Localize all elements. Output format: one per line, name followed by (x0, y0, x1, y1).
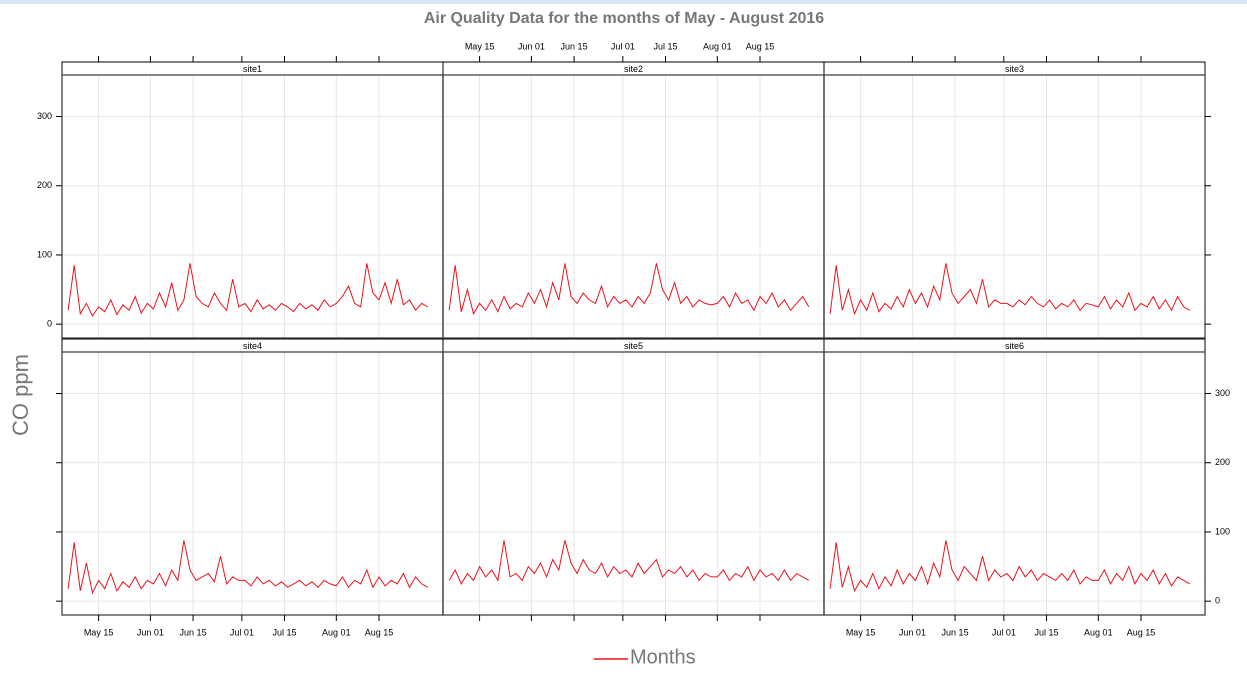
x-tick-label: Jun 15 (942, 627, 969, 637)
x-axis-label: Months (630, 646, 696, 668)
x-tick-label: Aug 01 (1084, 627, 1113, 637)
top-border (0, 0, 1247, 4)
x-tick-label: Jul 01 (230, 627, 254, 637)
x-tick-label: May 15 (465, 41, 495, 51)
x-tick-label: Jul 01 (611, 41, 635, 51)
panel-frame (823, 74, 1206, 339)
y-axis-label: CO ppm (8, 354, 33, 436)
data-line (829, 263, 1191, 316)
x-tick-label: May 15 (84, 627, 114, 637)
strip-label: site6 (1005, 341, 1024, 351)
data-line (448, 263, 810, 316)
panel-frame (61, 74, 444, 339)
x-tick-label: Jun 01 (899, 627, 926, 637)
x-tick-label: Aug 01 (322, 627, 351, 637)
panel-frame (823, 351, 1206, 616)
x-tick-label: Jun 01 (518, 41, 545, 51)
x-tick-label: Jul 01 (992, 627, 1016, 637)
y-tick-label: 200 (1215, 457, 1230, 467)
x-tick-label: Aug 01 (703, 41, 732, 51)
y-tick-label: 300 (37, 111, 52, 121)
data-line (829, 540, 1191, 593)
y-tick-label: 0 (1215, 596, 1220, 606)
y-tick-label: 0 (47, 319, 52, 329)
x-tick-label: Jul 15 (653, 41, 677, 51)
panel-frame (442, 351, 825, 616)
data-line (67, 540, 429, 595)
panel-frame (442, 74, 825, 339)
panel-frame (61, 351, 444, 616)
x-tick-label: Jul 15 (272, 627, 296, 637)
strip-label: site5 (624, 341, 643, 351)
x-tick-label: Aug 15 (746, 41, 775, 51)
chart-title: Air Quality Data for the months of May -… (424, 10, 824, 27)
strip-label: site4 (243, 341, 262, 351)
data-line (67, 263, 429, 317)
x-tick-label: Jun 15 (561, 41, 588, 51)
y-tick-label: 100 (1215, 526, 1230, 536)
y-tick-label: 100 (37, 249, 52, 259)
x-tick-label: Jun 15 (180, 627, 207, 637)
y-tick-label: 300 (1215, 388, 1230, 398)
data-line (448, 540, 810, 585)
strip-label: site2 (624, 64, 643, 74)
strip-label: site3 (1005, 64, 1024, 74)
x-tick-label: Jul 15 (1034, 627, 1058, 637)
y-tick-label: 200 (37, 180, 52, 190)
x-tick-label: Aug 15 (365, 627, 394, 637)
strip-label: site1 (243, 64, 262, 74)
x-tick-label: May 15 (846, 627, 876, 637)
x-tick-label: Jun 01 (137, 627, 164, 637)
x-tick-label: Aug 15 (1127, 627, 1156, 637)
